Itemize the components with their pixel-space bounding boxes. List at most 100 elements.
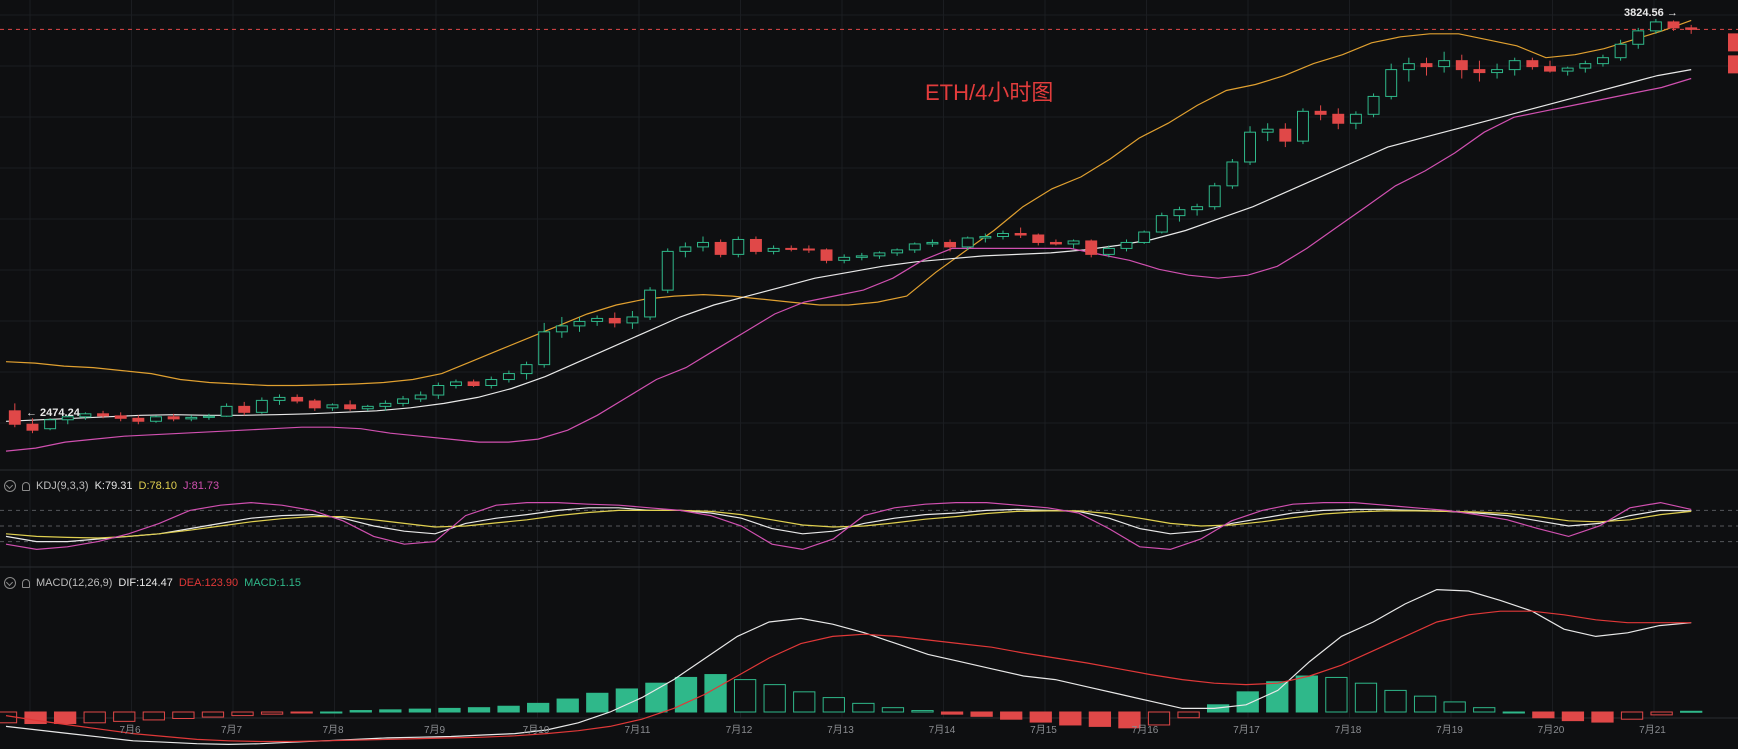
- candle-body: [802, 248, 815, 251]
- candle-body: [255, 399, 268, 413]
- macd-hist-value: MACD:1.15: [244, 577, 302, 589]
- macd-histogram-bar: [172, 711, 195, 719]
- macd-histogram-bar: [1088, 711, 1112, 727]
- macd-histogram-bar: [1118, 711, 1141, 729]
- bell-icon[interactable]: [22, 481, 30, 491]
- x-tick-label: 7月19: [1436, 724, 1463, 736]
- candle-body: [1244, 131, 1257, 163]
- kdj-pane: [0, 501, 1738, 551]
- macd-histogram-bar: [467, 707, 491, 713]
- candle-body: [1349, 113, 1362, 124]
- macd-histogram-bar: [53, 711, 77, 725]
- candle-body: [785, 247, 798, 250]
- candle-body: [1614, 43, 1627, 59]
- candle-body: [79, 413, 92, 418]
- macd-dif-value: DIF:124.47: [118, 577, 173, 589]
- macd-histogram-bar: [793, 691, 816, 713]
- candle-body: [626, 316, 639, 324]
- macd-histogram-bar: [1561, 711, 1585, 722]
- macd-histogram-bar: [24, 711, 47, 725]
- candle-body: [361, 405, 374, 410]
- candle-body: [1561, 67, 1574, 72]
- candle-body: [1049, 241, 1062, 245]
- candle-body: [1296, 110, 1309, 142]
- x-tick-label: 7月7: [221, 724, 243, 736]
- candle-body: [1385, 69, 1398, 97]
- candle-body: [308, 400, 321, 409]
- candle-body: [291, 396, 304, 402]
- candle-body: [185, 416, 198, 420]
- x-tick-label: 7月18: [1335, 724, 1362, 736]
- candle-body: [467, 381, 480, 386]
- price-tag: [1728, 55, 1738, 74]
- candle-body: [1649, 21, 1662, 32]
- candle-body: [591, 317, 604, 322]
- macd-histogram-bar: [1680, 710, 1703, 713]
- candle-body: [344, 404, 357, 410]
- candle-body: [520, 364, 533, 375]
- macd-histogram-bar: [1532, 711, 1555, 719]
- candle-body: [150, 416, 162, 422]
- candle-body: [608, 317, 621, 324]
- macd-name: MACD(12,26,9): [36, 577, 113, 589]
- macd-histogram-bar: [1650, 711, 1673, 716]
- candle-body: [414, 394, 427, 400]
- candle-body: [132, 417, 145, 422]
- candle-body: [97, 413, 110, 417]
- macd-dea-line: [5, 610, 1692, 743]
- candle-body: [1526, 60, 1539, 68]
- macd-histogram-bar: [349, 710, 372, 713]
- x-tick-label: 7月14: [929, 724, 956, 736]
- macd-histogram-bar: [1443, 701, 1466, 713]
- candle-body: [838, 256, 851, 261]
- macd-pane: [0, 588, 1703, 746]
- macd-histogram-bar: [1177, 711, 1200, 719]
- macd-histogram-bar: [733, 679, 757, 713]
- chart-title: ETH/4小时图: [925, 80, 1053, 105]
- bell-icon[interactable]: [22, 578, 30, 588]
- macd-histogram-bar: [556, 698, 579, 713]
- candle-body: [1473, 69, 1486, 74]
- grid-lines: [0, 0, 1738, 719]
- candle-body: [1014, 233, 1027, 236]
- candle-body: [1208, 185, 1221, 208]
- collapse-icon[interactable]: [4, 577, 16, 589]
- macd-histogram-bar: [142, 711, 165, 721]
- candle-body: [167, 416, 180, 420]
- candle-body: [855, 255, 868, 258]
- macd-histogram-bar: [940, 711, 964, 715]
- kdj-k-value: K:79.31: [94, 480, 133, 492]
- candle-body: [1032, 234, 1045, 243]
- candle-body: [767, 247, 780, 252]
- candle-body: [8, 410, 21, 425]
- x-tick-label: 7月10: [523, 724, 550, 736]
- candle-body: [573, 320, 586, 327]
- candle-body: [1579, 63, 1592, 69]
- candle-body: [485, 379, 498, 386]
- candle-body: [820, 249, 833, 261]
- x-tick-label: 7月8: [322, 724, 344, 736]
- x-tick-label: 7月13: [827, 724, 854, 736]
- candle-body: [697, 241, 709, 248]
- candle-body: [944, 241, 957, 248]
- candle-body: [1332, 113, 1345, 124]
- macd-histogram-bar: [231, 711, 254, 717]
- macd-histogram-bar: [1266, 681, 1289, 713]
- candle-body: [1544, 66, 1556, 72]
- macd-histogram-bar: [497, 705, 520, 713]
- candle-body: [1685, 27, 1698, 30]
- kdj-d-value: D:78.10: [138, 480, 178, 492]
- macd-histogram-bar: [1413, 695, 1437, 713]
- candle-body: [1632, 30, 1645, 45]
- macd-histogram-bar: [379, 709, 402, 713]
- candle-body: [1226, 161, 1239, 187]
- macd-histogram-bar: [911, 710, 934, 713]
- price-pane: [0, 18, 1738, 452]
- candle-body: [1067, 240, 1080, 245]
- collapse-icon[interactable]: [4, 480, 16, 492]
- x-tick-label: 7月21: [1639, 724, 1666, 736]
- candle-body: [397, 398, 410, 404]
- macd-histogram-bar: [1384, 689, 1407, 713]
- candle-body: [1367, 95, 1380, 115]
- macd-dif-line: [5, 588, 1692, 746]
